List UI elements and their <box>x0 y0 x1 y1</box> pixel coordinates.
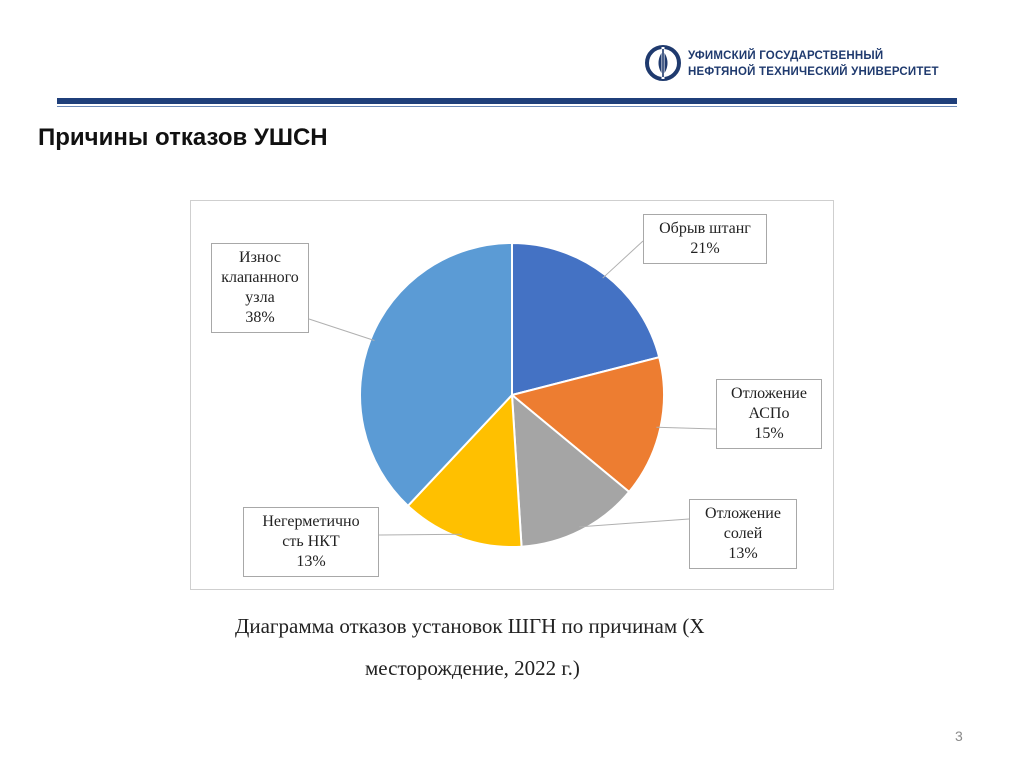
university-emblem-icon <box>645 45 681 81</box>
chart-caption-line2: месторождение, 2022 г.) <box>365 656 580 680</box>
data-label-obryv-shtang: Обрыв штанг 21% <box>643 214 767 264</box>
data-label-line: Обрыв штанг <box>659 220 751 237</box>
leader-line-otlozhenie-aspo <box>656 426 717 430</box>
data-label-line: 21% <box>690 240 720 257</box>
data-label-line: клапанного <box>221 269 299 286</box>
pie-chart: Обрыв штанг 21% Отложение АСПо 15% Отложение с… <box>190 200 834 590</box>
header-divider <box>57 98 957 104</box>
data-label-line: 15% <box>754 425 784 442</box>
leader-line-negermetichnost-nkt <box>378 533 462 536</box>
data-label-line: 13% <box>728 545 758 562</box>
data-label-otlozhenie-soley: Отложение солей 13% <box>689 499 797 569</box>
data-label-line: Негерметично <box>262 513 360 530</box>
data-label-negermetichnost-nkt: Негерметично сть НКТ 13% <box>243 507 379 577</box>
data-label-line: узла <box>245 289 275 306</box>
leader-line-iznos-klapannogo-uzla <box>308 318 375 341</box>
data-label-line: АСПо <box>748 405 790 422</box>
header-divider-thin <box>57 106 957 107</box>
university-name-line1: УФИМСКИЙ ГОСУДАРСТВЕННЫЙ <box>688 50 884 62</box>
pie-slice-otlozhenie-aspo <box>509 355 665 494</box>
pie-slice-otlozhenie-soley <box>510 392 631 548</box>
data-label-line: Отложение <box>731 385 807 402</box>
data-label-line: 38% <box>245 309 275 326</box>
data-label-otlozhenie-aspo: Отложение АСПо 15% <box>716 379 822 449</box>
leader-line-obryv-shtang <box>602 240 644 279</box>
page-number: 3 <box>955 728 963 744</box>
data-label-iznos-klapannogo-uzla: Износ клапанного узла 38% <box>211 243 309 333</box>
leader-line-otlozhenie-soley <box>579 518 690 528</box>
data-label-line: 13% <box>296 553 326 570</box>
data-label-line: Отложение <box>705 505 781 522</box>
pie-slice-obryv-shtang <box>511 241 661 397</box>
university-name: УФИМСКИЙ ГОСУДАРСТВЕННЫЙ НЕФТЯНОЙ ТЕХНИЧ… <box>688 48 939 80</box>
data-label-line: сть НКТ <box>282 533 340 550</box>
data-label-line: Износ <box>239 249 281 266</box>
chart-caption-line1: Диаграмма отказов установок ШГН по причи… <box>235 614 705 638</box>
pie-chart-canvas <box>308 240 717 548</box>
university-name-line2: НЕФТЯНОЙ ТЕХНИЧЕСКИЙ УНИВЕРСИТЕТ <box>688 66 939 78</box>
slide-title: Причины отказов УШСН <box>38 124 328 151</box>
pie-slice-negermetichnost-nkt <box>406 392 523 548</box>
data-label-line: солей <box>723 525 763 542</box>
university-logo: УФИМСКИЙ ГОСУДАРСТВЕННЫЙ НЕФТЯНОЙ ТЕХНИЧ… <box>644 44 964 86</box>
